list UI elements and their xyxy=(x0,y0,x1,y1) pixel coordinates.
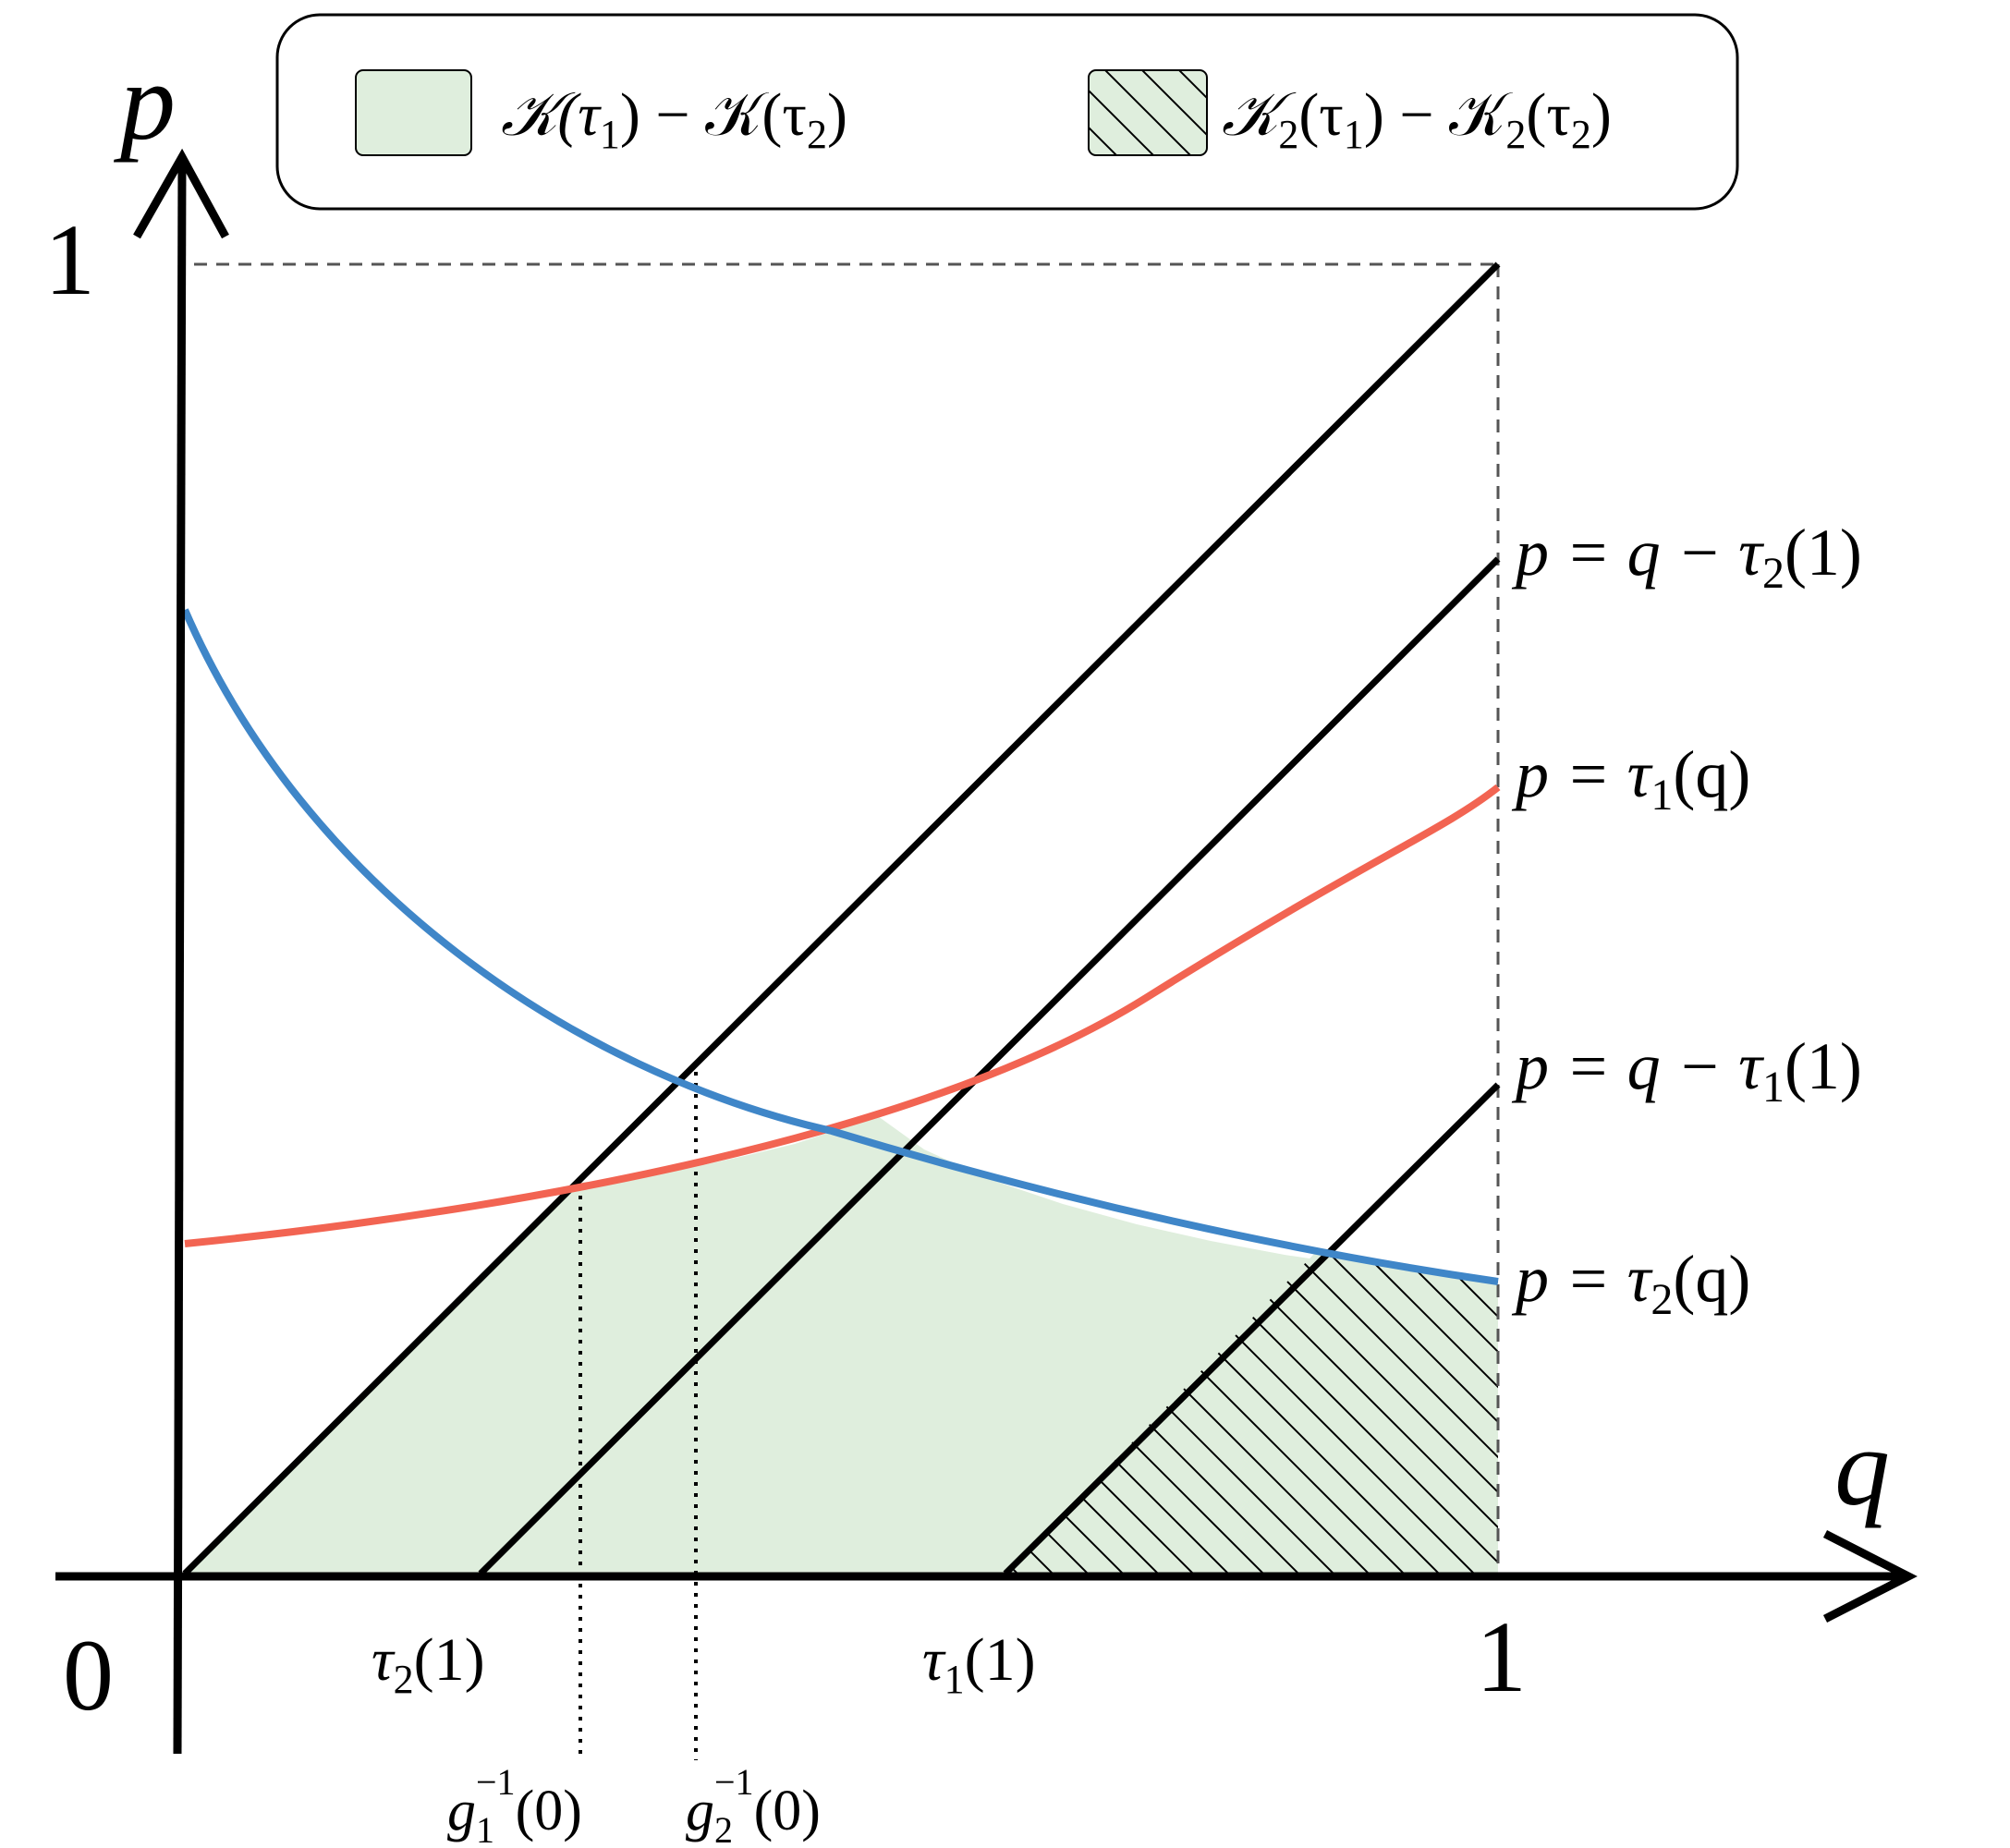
legend: 𝒦(τ1) − 𝒦(τ2) 𝒦2(τ1) − 𝒦2(τ2) xyxy=(275,13,1739,211)
diagonal-line-p-eq-q xyxy=(182,261,1501,1576)
y-axis-label: p xyxy=(113,40,176,163)
tau2-1-tick-label: τ2(1) xyxy=(372,1626,485,1702)
hatch-line xyxy=(1243,1254,1498,1574)
tau1-curve xyxy=(184,784,1501,1247)
legend-swatch-solid xyxy=(355,69,472,156)
diagonal-line-tau2 xyxy=(478,556,1501,1576)
y-one-label: 1 xyxy=(44,203,95,316)
hatch-line xyxy=(1005,1254,1139,1574)
hatch-line xyxy=(1005,1254,1175,1574)
diag-tau1-label: p = q − τ1(1) xyxy=(1511,1029,1862,1112)
legend-entry-1: 𝒦(τ1) − 𝒦(τ2) xyxy=(501,81,847,157)
x-axis-label: q xyxy=(1834,1405,1890,1528)
hatch-line xyxy=(1419,1254,1498,1574)
hatch-line xyxy=(1313,1254,1498,1574)
legend-entry-2: 𝒦2(τ1) − 𝒦2(τ2) xyxy=(1222,81,1612,157)
hatch-line xyxy=(1278,1254,1498,1574)
tau2-curve-label: p = τ2(q) xyxy=(1511,1242,1750,1324)
legend-swatch-hatched xyxy=(1088,69,1208,156)
g2-inverse-tick-label: g2−1(0) xyxy=(686,1761,821,1848)
origin-label: 0 xyxy=(63,1619,114,1732)
y-axis-arrowhead xyxy=(133,148,229,239)
x-axis-arrowhead xyxy=(1822,1529,1918,1623)
x-one-label: 1 xyxy=(1476,1600,1527,1713)
tau2-curve xyxy=(181,608,1499,1285)
y-axis xyxy=(173,161,187,1755)
hatch-line xyxy=(1348,1254,1498,1574)
tau1-curve-label: p = τ1(q) xyxy=(1511,737,1750,820)
diagonal-line-tau1 xyxy=(1003,1082,1501,1576)
diag-tau2-label: p = q − τ2(1) xyxy=(1511,516,1862,598)
hatch-line xyxy=(1383,1254,1498,1574)
tau1-1-tick-label: τ1(1) xyxy=(922,1626,1036,1702)
legend-box xyxy=(275,13,1739,211)
g1-inverse-tick-label: g1−1(0) xyxy=(447,1761,582,1848)
